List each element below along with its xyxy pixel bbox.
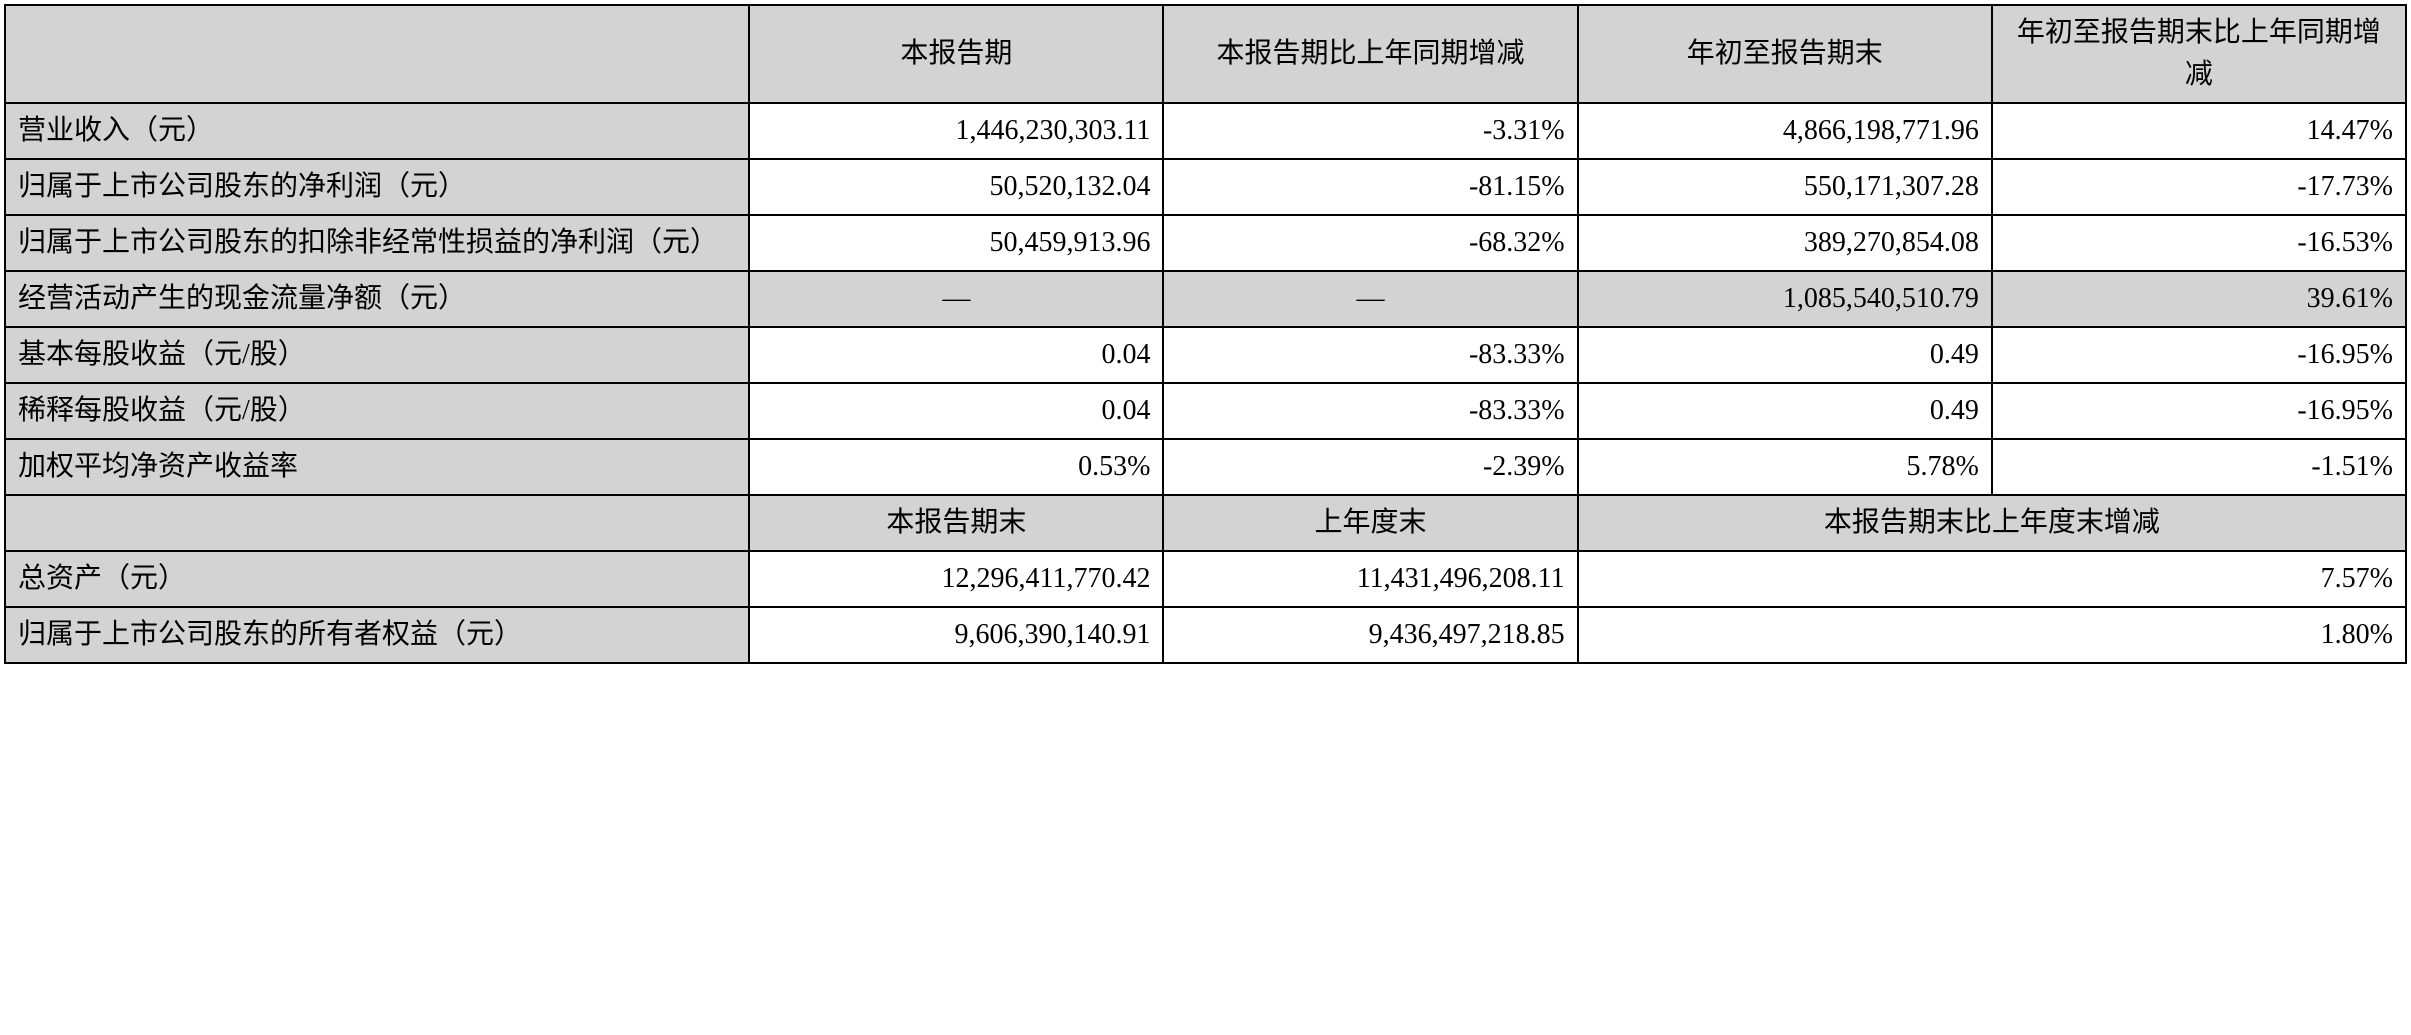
header-end-change: 本报告期末比上年度末增减 bbox=[1578, 495, 2406, 551]
row-value: -1.51% bbox=[1992, 439, 2406, 495]
financial-table: 本报告期 本报告期比上年同期增减 年初至报告期末 年初至报告期末比上年同期增减 … bbox=[4, 4, 2407, 664]
row-value: 4,866,198,771.96 bbox=[1578, 103, 1992, 159]
row-value: -17.73% bbox=[1992, 159, 2406, 215]
row-value: 0.04 bbox=[749, 327, 1163, 383]
row-value: -3.31% bbox=[1163, 103, 1577, 159]
row-value: 39.61% bbox=[1992, 271, 2406, 327]
header-empty-1 bbox=[5, 5, 749, 103]
table-row: 归属于上市公司股东的所有者权益（元） 9,606,390,140.91 9,43… bbox=[5, 607, 2406, 663]
row-value: -16.53% bbox=[1992, 215, 2406, 271]
table-row: 总资产（元） 12,296,411,770.42 11,431,496,208.… bbox=[5, 551, 2406, 607]
header-row-2: 本报告期末 上年度末 本报告期末比上年度末增减 bbox=[5, 495, 2406, 551]
row-value: 50,520,132.04 bbox=[749, 159, 1163, 215]
row-value: 0.53% bbox=[749, 439, 1163, 495]
row-value: 7.57% bbox=[1578, 551, 2406, 607]
row-label: 总资产（元） bbox=[5, 551, 749, 607]
header-row-1: 本报告期 本报告期比上年同期增减 年初至报告期末 年初至报告期末比上年同期增减 bbox=[5, 5, 2406, 103]
row-value: -81.15% bbox=[1163, 159, 1577, 215]
row-label: 归属于上市公司股东的扣除非经常性损益的净利润（元） bbox=[5, 215, 749, 271]
row-value: -2.39% bbox=[1163, 439, 1577, 495]
row-value: 550,171,307.28 bbox=[1578, 159, 1992, 215]
table-row: 加权平均净资产收益率 0.53% -2.39% 5.78% -1.51% bbox=[5, 439, 2406, 495]
row-value: 50,459,913.96 bbox=[749, 215, 1163, 271]
row-value: 0.04 bbox=[749, 383, 1163, 439]
row-value: 1,085,540,510.79 bbox=[1578, 271, 1992, 327]
header-empty-2 bbox=[5, 495, 749, 551]
row-value: 1.80% bbox=[1578, 607, 2406, 663]
table-row: 营业收入（元） 1,446,230,303.11 -3.31% 4,866,19… bbox=[5, 103, 2406, 159]
table-row: 归属于上市公司股东的净利润（元） 50,520,132.04 -81.15% 5… bbox=[5, 159, 2406, 215]
row-value: 1,446,230,303.11 bbox=[749, 103, 1163, 159]
row-value: 9,436,497,218.85 bbox=[1163, 607, 1577, 663]
header-period-change: 本报告期比上年同期增减 bbox=[1163, 5, 1577, 103]
row-value: — bbox=[1163, 271, 1577, 327]
row-value: 5.78% bbox=[1578, 439, 1992, 495]
row-label: 加权平均净资产收益率 bbox=[5, 439, 749, 495]
row-label: 归属于上市公司股东的所有者权益（元） bbox=[5, 607, 749, 663]
row-label: 营业收入（元） bbox=[5, 103, 749, 159]
row-value: -68.32% bbox=[1163, 215, 1577, 271]
row-value: 389,270,854.08 bbox=[1578, 215, 1992, 271]
row-value: -83.33% bbox=[1163, 383, 1577, 439]
header-current-period: 本报告期 bbox=[749, 5, 1163, 103]
row-value: 12,296,411,770.42 bbox=[749, 551, 1163, 607]
table-row: 稀释每股收益（元/股） 0.04 -83.33% 0.49 -16.95% bbox=[5, 383, 2406, 439]
header-prev-year-end: 上年度末 bbox=[1163, 495, 1577, 551]
row-value: -16.95% bbox=[1992, 327, 2406, 383]
header-ytd-change: 年初至报告期末比上年同期增减 bbox=[1992, 5, 2406, 103]
row-label: 归属于上市公司股东的净利润（元） bbox=[5, 159, 749, 215]
row-value: -16.95% bbox=[1992, 383, 2406, 439]
row-value: 0.49 bbox=[1578, 383, 1992, 439]
row-value: 9,606,390,140.91 bbox=[749, 607, 1163, 663]
row-label: 稀释每股收益（元/股） bbox=[5, 383, 749, 439]
row-label: 经营活动产生的现金流量净额（元） bbox=[5, 271, 749, 327]
header-period-end: 本报告期末 bbox=[749, 495, 1163, 551]
table-row: 基本每股收益（元/股） 0.04 -83.33% 0.49 -16.95% bbox=[5, 327, 2406, 383]
table-row: 经营活动产生的现金流量净额（元） — — 1,085,540,510.79 39… bbox=[5, 271, 2406, 327]
row-label: 基本每股收益（元/股） bbox=[5, 327, 749, 383]
row-value: 11,431,496,208.11 bbox=[1163, 551, 1577, 607]
header-ytd: 年初至报告期末 bbox=[1578, 5, 1992, 103]
row-value: 14.47% bbox=[1992, 103, 2406, 159]
row-value: 0.49 bbox=[1578, 327, 1992, 383]
row-value: -83.33% bbox=[1163, 327, 1577, 383]
row-value: — bbox=[749, 271, 1163, 327]
table-row: 归属于上市公司股东的扣除非经常性损益的净利润（元） 50,459,913.96 … bbox=[5, 215, 2406, 271]
